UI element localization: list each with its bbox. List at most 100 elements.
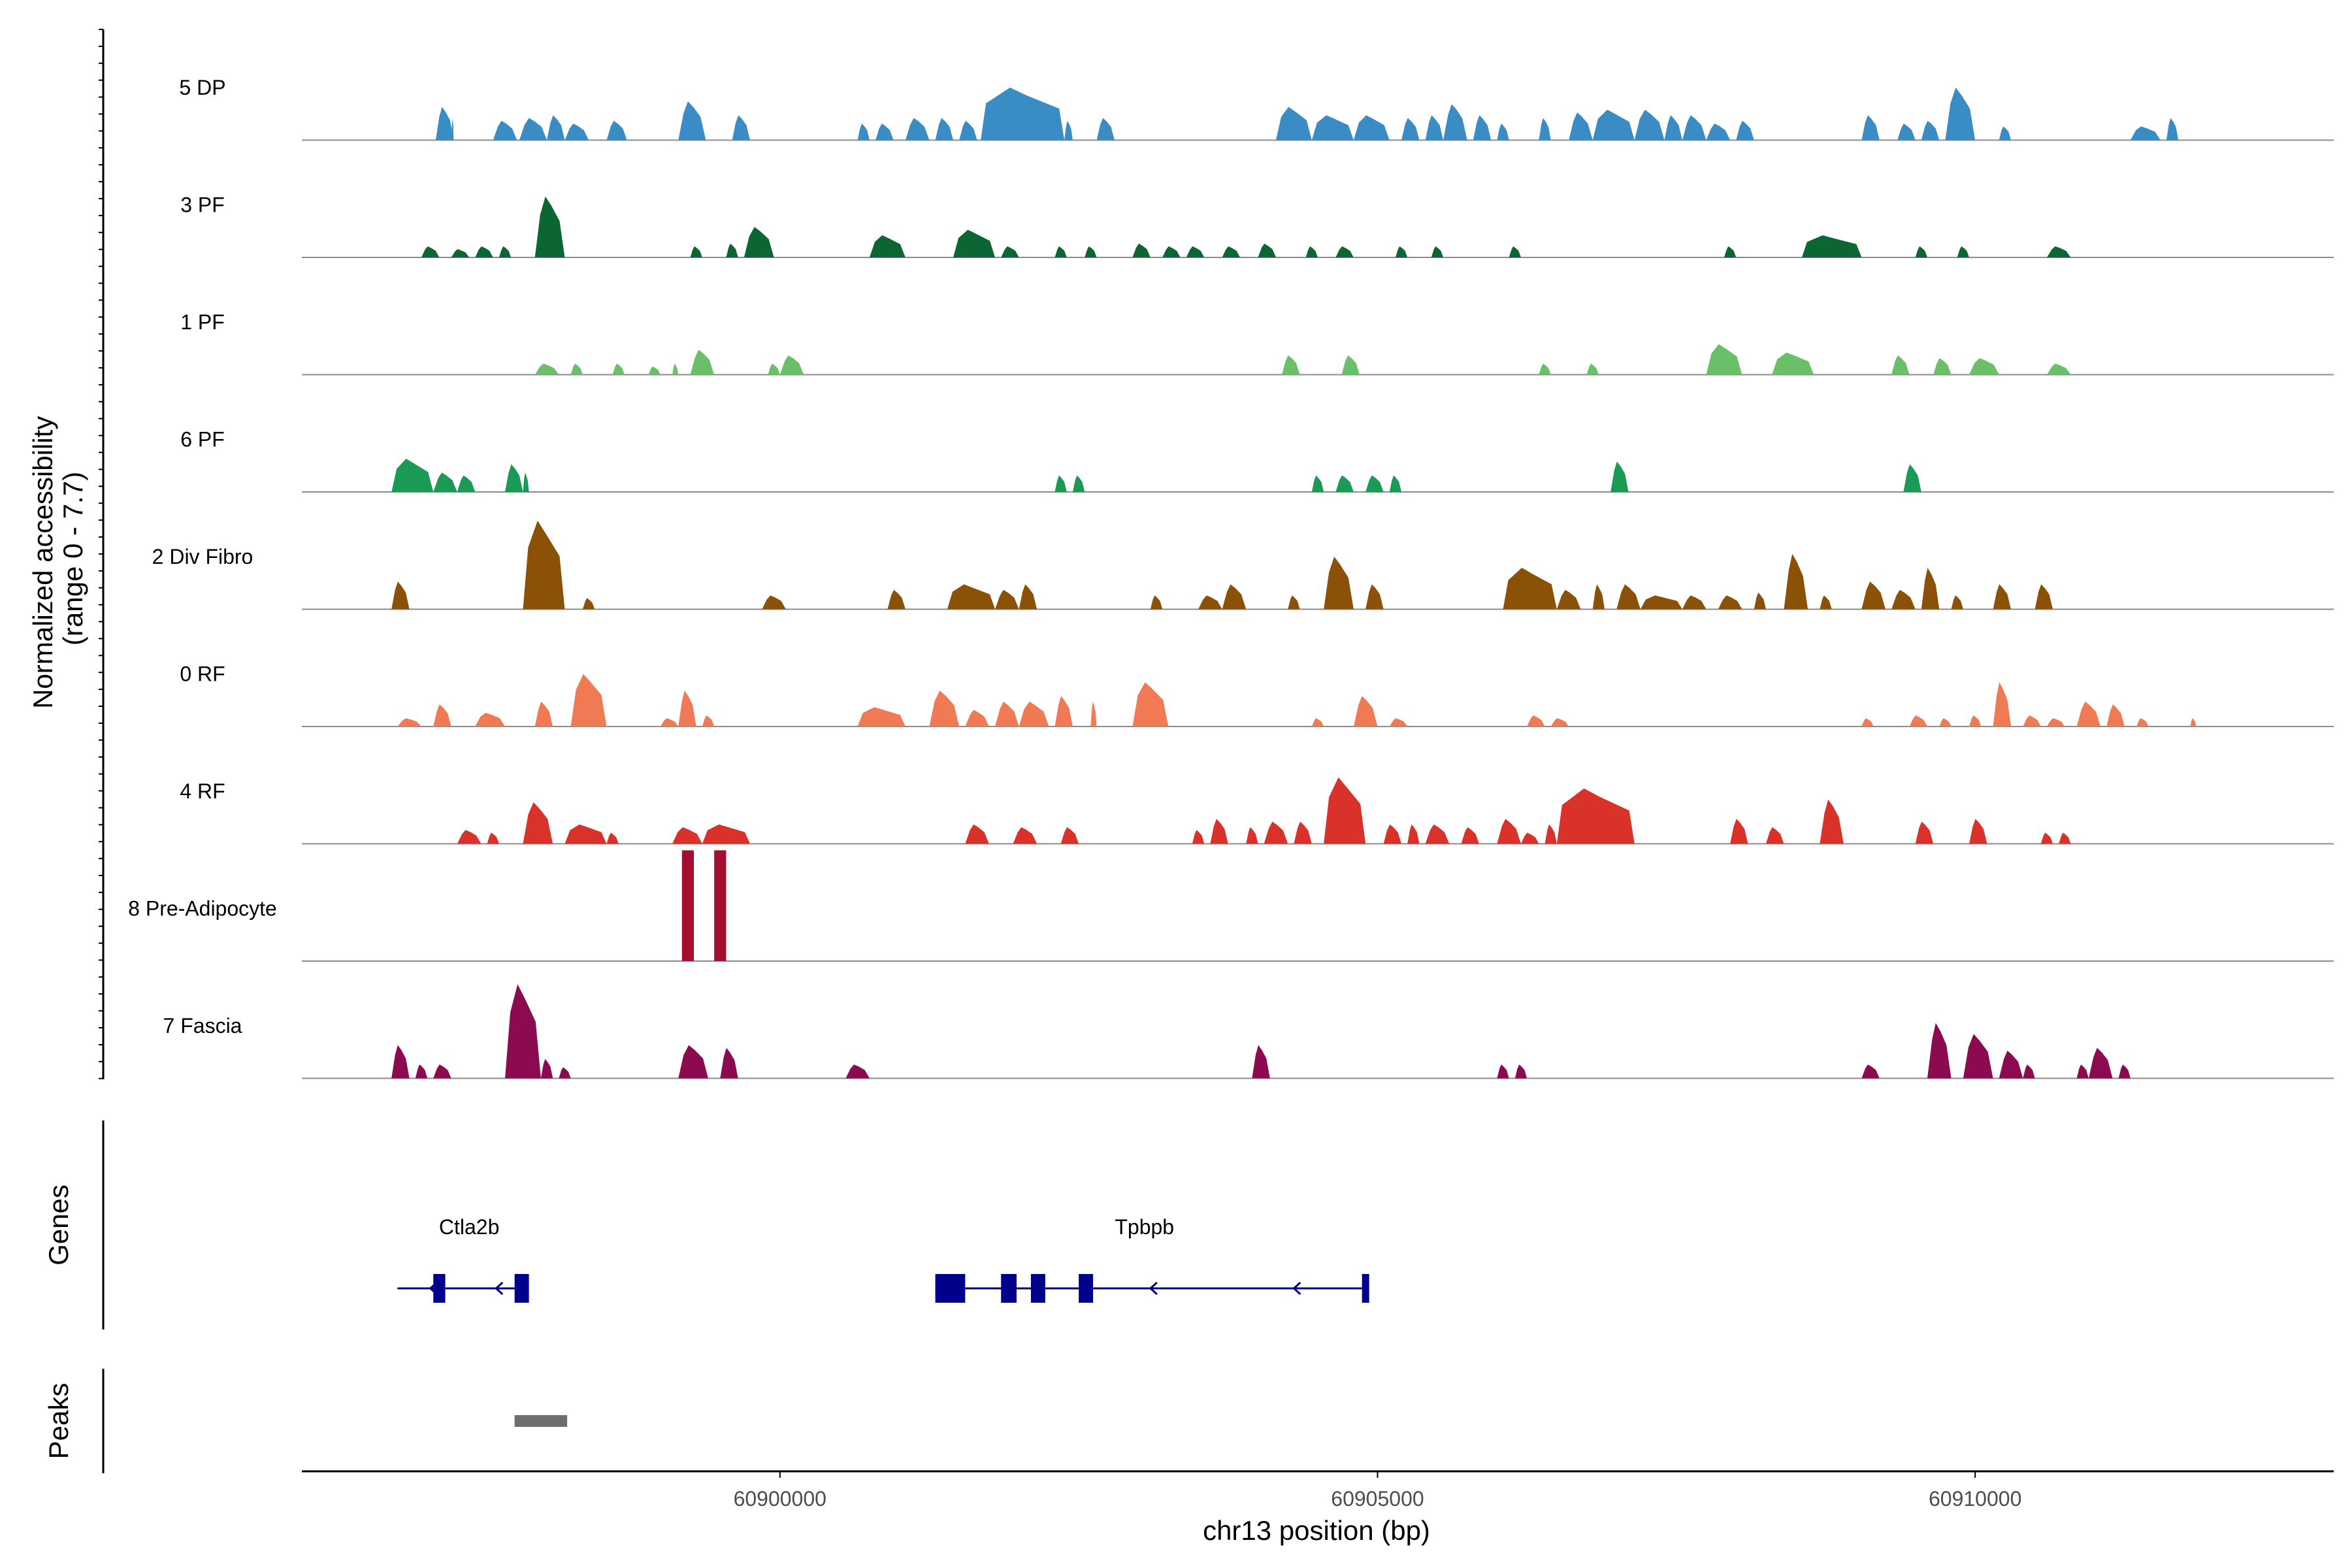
coverage-peak: [1013, 827, 1037, 844]
coverage-peak: [2059, 832, 2071, 844]
coverage-peak: [1311, 115, 1354, 140]
coverage-peak: [1909, 715, 1927, 727]
coverage-peak: [1682, 595, 1707, 610]
coverage-peak: [1198, 595, 1222, 610]
coverage-peak: [1150, 595, 1163, 610]
track-label: 0 RF: [180, 662, 225, 686]
coverage-peak: [1064, 120, 1073, 140]
coverage-peak: [845, 1064, 870, 1079]
coverage-peak: [1521, 832, 1539, 844]
track-7-fascia: 7 Fascia: [163, 984, 2334, 1079]
coverage-peak: [702, 715, 715, 727]
track-0-rf: 0 RF: [180, 662, 2334, 727]
coverage-peak: [1019, 584, 1037, 610]
coverage-peak: [702, 824, 751, 844]
y-axis-title: Normalized accessibility (range 0 - 7.7): [27, 408, 88, 709]
x-tick-label: 60905000: [1331, 1487, 1424, 1511]
coverage-peak: [1019, 701, 1049, 727]
exon: [935, 1274, 966, 1303]
coverage-peak: [1861, 115, 1880, 140]
gene-ctla2b: Ctla2b: [397, 1215, 529, 1303]
coverage-peak: [681, 850, 694, 961]
coverage-peak: [1186, 246, 1205, 257]
coverage-peak: [959, 120, 977, 140]
track-8-pre-adipocyte: 8 Pre-Adipocyte: [128, 850, 2334, 962]
tracks: 5 DP 3 PF 1 PF 6 PF 2 Div Fibro 0 RF 4 RF 8 Pre…: [128, 76, 2334, 1079]
coverage-peak: [433, 472, 457, 492]
track-label: 3 PF: [180, 193, 225, 217]
coverage-peak: [1527, 715, 1545, 727]
coverage-peak: [1252, 1045, 1270, 1079]
coverage-peak: [768, 363, 780, 375]
coverage-peak: [1431, 246, 1444, 257]
coverage-peak: [534, 701, 553, 727]
coverage-peak: [648, 366, 661, 375]
coverage-peak: [2076, 701, 2101, 727]
coverage-peak: [1192, 830, 1205, 844]
coverage-peak: [743, 227, 774, 257]
coverage-peak: [1311, 475, 1324, 492]
coverage-peak: [690, 246, 702, 257]
coverage-peak: [1682, 115, 1707, 140]
coverage-peak: [1539, 118, 1551, 140]
track-label: 2 Div Fibro: [152, 545, 253, 568]
coverage-peak: [1969, 715, 1982, 727]
coverage-peak: [1407, 824, 1420, 844]
coverage-peak: [1897, 123, 1916, 140]
coverage-peak: [1586, 363, 1599, 375]
track-label: 5 DP: [179, 76, 225, 99]
coverage-peak: [606, 120, 627, 140]
coverage-peak: [869, 235, 906, 257]
coverage-peak: [1724, 246, 1737, 257]
coverage-peak: [1556, 589, 1581, 610]
coverage-peak: [965, 824, 989, 844]
coverage-peak: [2190, 718, 2197, 727]
coverage-peak: [1969, 358, 1999, 375]
exon: [1001, 1274, 1017, 1303]
coverage-peak: [1891, 355, 1910, 375]
coverage-peak: [1999, 1051, 2023, 1079]
coverage-peak: [929, 690, 960, 727]
coverage-peak: [1927, 1022, 1952, 1079]
coverage-peak: [1706, 344, 1742, 375]
coverage-peak: [1461, 827, 1479, 844]
coverage-peak: [1425, 824, 1450, 844]
coverage-peak: [857, 123, 870, 140]
exon: [1030, 1274, 1045, 1303]
coverage-peak: [1736, 120, 1754, 140]
track-label: 1 PF: [180, 310, 225, 334]
coverage-peak: [534, 196, 565, 257]
coverage-peak: [2118, 1064, 2131, 1079]
coverage-peak: [1957, 246, 1970, 257]
coverage-peak: [1610, 461, 1629, 492]
coverage-peak: [451, 249, 470, 257]
coverage-peak: [1210, 819, 1228, 844]
exon: [433, 1274, 446, 1303]
coverage-peak: [947, 584, 996, 610]
coverage-peak: [1509, 246, 1521, 257]
coverage-peak: [391, 1045, 410, 1079]
coverage-peak: [1222, 584, 1247, 610]
x-tick-label: 60900000: [734, 1487, 826, 1511]
coverage-peak: [1425, 115, 1444, 140]
coverage-peak: [1275, 106, 1312, 140]
track-1-pf: 1 PF: [180, 310, 2334, 376]
coverage-peak: [1556, 788, 1635, 844]
coverage-peak: [875, 123, 894, 140]
coverage-peak: [2023, 715, 2041, 727]
coverage-peak: [1718, 595, 1742, 610]
coverage-peak: [690, 350, 715, 375]
coverage-peak: [534, 363, 559, 375]
coverage-peak: [672, 363, 679, 375]
coverage-peak: [1246, 827, 1258, 844]
coverage-peak: [1963, 1034, 1993, 1079]
coverage-peak: [1288, 595, 1300, 610]
coverage-peak: [1258, 243, 1276, 257]
coverage-peak: [547, 115, 565, 140]
coverage-peak: [1264, 821, 1288, 844]
coverage-peak: [2034, 584, 2053, 610]
exon: [514, 1274, 529, 1303]
coverage-peak: [1539, 363, 1551, 375]
coverage-peak: [1341, 355, 1360, 375]
coverage-peak: [1772, 352, 1814, 375]
